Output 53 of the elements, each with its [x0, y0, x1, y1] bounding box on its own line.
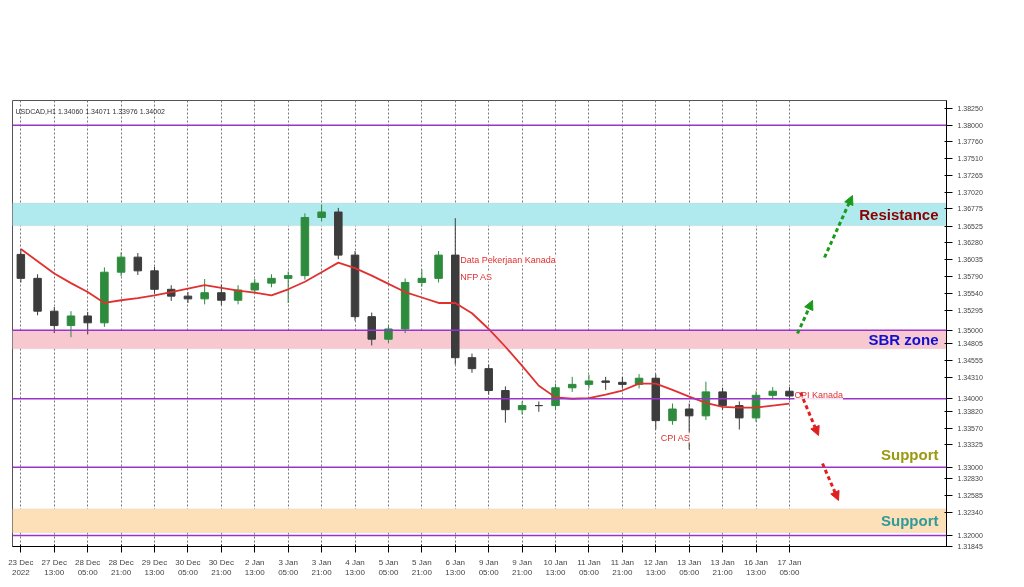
- band-label: Resistance: [859, 205, 939, 223]
- candlestick: [200, 278, 209, 305]
- x-tick-label: 10 Jan 13:00: [543, 557, 568, 578]
- x-tick-label: 16 Jan 13:00: [744, 557, 769, 578]
- candlestick: [183, 291, 193, 304]
- x-tick-label: 30 Dec 05:00: [175, 557, 201, 578]
- x-tick-label: 4 Jan 13:00: [345, 557, 366, 578]
- x-tick-label: 11 Jan 21:00: [610, 557, 635, 578]
- candlestick: [50, 306, 59, 334]
- x-tick-label: 28 Dec 21:00: [108, 557, 134, 578]
- candlestick: [501, 385, 510, 424]
- x-tick-label: 27 Dec 13:00: [41, 557, 67, 578]
- candlestick: [467, 353, 477, 374]
- x-tick-label: 3 Jan 05:00: [278, 557, 299, 578]
- candlestick: [116, 251, 126, 277]
- candlestick: [66, 310, 76, 338]
- x-tick-label: 23 Dec 2022: [8, 557, 34, 578]
- x-tick-label: 13 Jan 05:00: [677, 557, 702, 578]
- x-tick-label: 5 Jan 21:00: [411, 557, 433, 578]
- candlestick: [283, 271, 293, 304]
- x-tick-label: 3 Jan 21:00: [311, 557, 333, 578]
- candlestick: [517, 400, 527, 415]
- annotation: CPI AS: [660, 432, 690, 443]
- x-tick-label: 13 Jan 21:00: [710, 557, 735, 578]
- candlestick: [150, 266, 159, 294]
- x-tick-label: 12 Jan 13:00: [643, 557, 668, 578]
- candlestick: [484, 364, 493, 396]
- x-tick-label: 30 Dec 21:00: [208, 557, 235, 578]
- ref-line-label: Support: [881, 446, 939, 464]
- band-label: SBR zone: [868, 331, 939, 349]
- x-tick-label: 17 Jan 05:00: [777, 557, 802, 578]
- x-tick-label: 2 Jan 13:00: [244, 557, 266, 578]
- candlestick: [133, 252, 143, 276]
- candlestick: [668, 403, 677, 426]
- x-tick-label: 11 Jan 05:00: [577, 557, 601, 578]
- candlestick: [417, 268, 427, 288]
- candlestick: [217, 284, 226, 306]
- x-tick-label: 9 Jan 05:00: [478, 557, 500, 578]
- x-tick-label: 29 Dec 13:00: [141, 557, 168, 578]
- annotation: Data Pekerjaan Kanada: [460, 255, 556, 266]
- x-tick-label: 9 Jan 21:00: [512, 557, 533, 578]
- candlestick: [701, 381, 711, 421]
- band-label: Support: [881, 512, 939, 530]
- annotation: CPI Kanada: [794, 390, 843, 401]
- candlestick: [16, 249, 26, 283]
- candlestick: [83, 311, 92, 335]
- candlestick: [434, 250, 443, 283]
- x-tick-label: 6 Jan 13:00: [445, 557, 466, 578]
- candlestick: [367, 312, 376, 346]
- candlestick: [584, 374, 594, 389]
- annotation: NFP AS: [460, 271, 493, 282]
- x-tick-label: 5 Jan 05:00: [378, 557, 399, 578]
- x-tick-label: 28 Dec 05:00: [75, 557, 101, 578]
